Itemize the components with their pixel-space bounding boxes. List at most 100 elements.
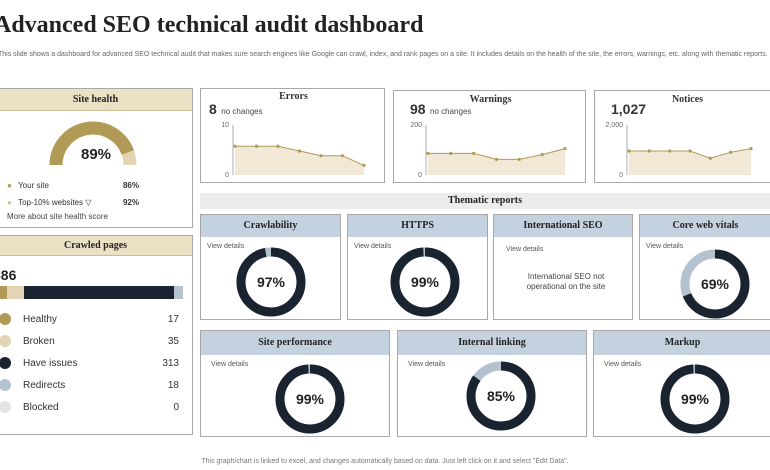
view-details-link[interactable]: View details	[354, 243, 392, 250]
card-title: Crawlability	[201, 215, 340, 237]
crawled-pages-total: 386	[0, 267, 17, 283]
axis-max-label: 2,000	[605, 122, 623, 129]
view-details-link[interactable]: View details	[506, 246, 544, 253]
ring-percent-label: 99%	[681, 391, 710, 407]
sparkline-point	[563, 147, 567, 151]
page-title: Advanced SEO technical audit dashboard	[0, 12, 424, 38]
view-details-link[interactable]: View details	[207, 243, 245, 250]
sparkline-point	[729, 150, 733, 154]
card-international-seo[interactable]: International SEO View details Internati…	[493, 214, 633, 320]
legend-dot-icon	[0, 313, 11, 325]
crawled-legend-item: Broken 35	[0, 334, 179, 356]
card-markup[interactable]: Markup View details 99%	[593, 330, 770, 437]
axis-max-label: 10	[221, 122, 229, 129]
ring-fill	[466, 361, 536, 431]
warnings-value: 98	[410, 101, 426, 117]
card-site-performance[interactable]: Site performance View details 99%	[200, 330, 390, 437]
sparkline-point	[254, 144, 259, 148]
stack-segment	[174, 286, 183, 299]
bullet-icon: ●	[7, 181, 12, 190]
legend-label: Healthy	[23, 314, 57, 325]
view-details-link[interactable]: View details	[408, 361, 446, 368]
row-value: 92%	[122, 198, 139, 207]
card-title: Markup	[594, 331, 770, 355]
crawled-pages-heading: Crawled pages	[0, 236, 192, 256]
footer-note: This graph/chart is linked to excel, and…	[201, 458, 569, 465]
sparkline-point	[276, 144, 280, 148]
card-title: Core web vitals	[640, 215, 770, 237]
ring-percent-label: 69%	[701, 276, 730, 292]
legend-label: Broken	[23, 336, 55, 347]
card-title: Site performance	[201, 331, 389, 355]
card-title: International SEO	[494, 215, 632, 237]
legend-count: 18	[167, 380, 179, 391]
errors-value-line: 8 no changes	[209, 101, 263, 119]
page-description: This slide shows a dashboard for advance…	[0, 51, 768, 58]
card-title: HTTPS	[348, 215, 487, 237]
row-value: 86%	[122, 181, 139, 190]
internal-linking-ring: 85%	[466, 361, 536, 431]
ring-fill	[275, 364, 345, 434]
notices-title: Notices	[671, 94, 704, 105]
site-health-gauge	[49, 121, 137, 166]
view-details-link[interactable]: View details	[646, 243, 684, 250]
crawled-legend: Healthy 17 Broken 35 Have issues 313 Redirects…	[0, 312, 179, 422]
site-health-panel: Site health 89% ● Your site 86% ● Top-10…	[0, 88, 193, 228]
gauge-fill	[49, 121, 134, 166]
axis-min-label: 0	[619, 172, 623, 179]
legend-label: Have issues	[23, 358, 78, 369]
https-ring: 99%	[390, 247, 460, 317]
stack-segment	[23, 286, 175, 299]
sparkline-area	[235, 146, 364, 175]
notices-card: Notices 1,027 2,000 0	[594, 90, 770, 183]
sparkline-point	[517, 157, 521, 161]
axis-min-label: 0	[225, 172, 229, 179]
crawled-legend-item: Healthy 17	[0, 312, 179, 334]
sparkline-point	[233, 144, 237, 148]
legend-label: Redirects	[23, 380, 66, 391]
sparkline-point	[449, 151, 453, 155]
axis-max-label: 200	[410, 122, 422, 129]
legend-dot-icon	[0, 379, 11, 391]
axis-min-label: 0	[418, 172, 422, 179]
sparkline-point	[494, 157, 499, 161]
sparkline-point	[749, 147, 753, 151]
errors-change: no changes	[221, 107, 263, 116]
errors-sparkline: 10 0	[221, 122, 366, 179]
card-crawlability[interactable]: Crawlability View details 97%	[200, 214, 341, 320]
notices-value-line: 1,027	[611, 101, 646, 119]
ring-percent-label: 85%	[487, 388, 516, 404]
thematic-reports-heading: Thematic reports	[200, 193, 770, 209]
errors-title: Errors	[279, 91, 308, 102]
sparkline-point	[362, 163, 366, 167]
ring-fill	[660, 364, 730, 434]
markup-ring: 99%	[660, 364, 730, 434]
view-details-link[interactable]: View details	[211, 361, 249, 368]
card-https[interactable]: HTTPS View details 99%	[347, 214, 488, 320]
sparkline-point	[627, 149, 631, 153]
site-health-row-top10: ● Top-10% websites ▽ 92%	[7, 198, 139, 207]
crawled-legend-item: Redirects 18	[0, 378, 179, 400]
sparkline-point	[340, 154, 345, 158]
site-health-heading: Site health	[0, 89, 192, 111]
sparkline-point	[647, 149, 651, 153]
international-seo-note: International SEO not operational on the…	[526, 272, 606, 291]
core-web-vitals-ring: 69%	[680, 249, 750, 319]
legend-dot-icon	[0, 401, 11, 413]
ring-percent-label: 99%	[296, 391, 325, 407]
legend-count: 35	[167, 336, 179, 347]
notices-value: 1,027	[611, 101, 647, 117]
view-details-link[interactable]: View details	[604, 361, 642, 368]
card-internal-linking[interactable]: Internal linking View details 85%	[397, 330, 587, 437]
sparkline-point	[297, 149, 302, 153]
legend-count: 313	[162, 358, 179, 369]
sparkline-point	[426, 151, 430, 155]
sparkline-point	[688, 149, 692, 153]
sparkline-point	[540, 153, 544, 157]
legend-label: Blocked	[23, 402, 59, 413]
card-core-web-vitals[interactable]: Core web vitals View details 69%	[639, 214, 770, 320]
bullet-icon: ●	[7, 198, 12, 207]
site-health-more-link[interactable]: More about site health score	[7, 212, 108, 221]
stack-segment	[7, 286, 24, 299]
stack-segment	[0, 286, 8, 299]
